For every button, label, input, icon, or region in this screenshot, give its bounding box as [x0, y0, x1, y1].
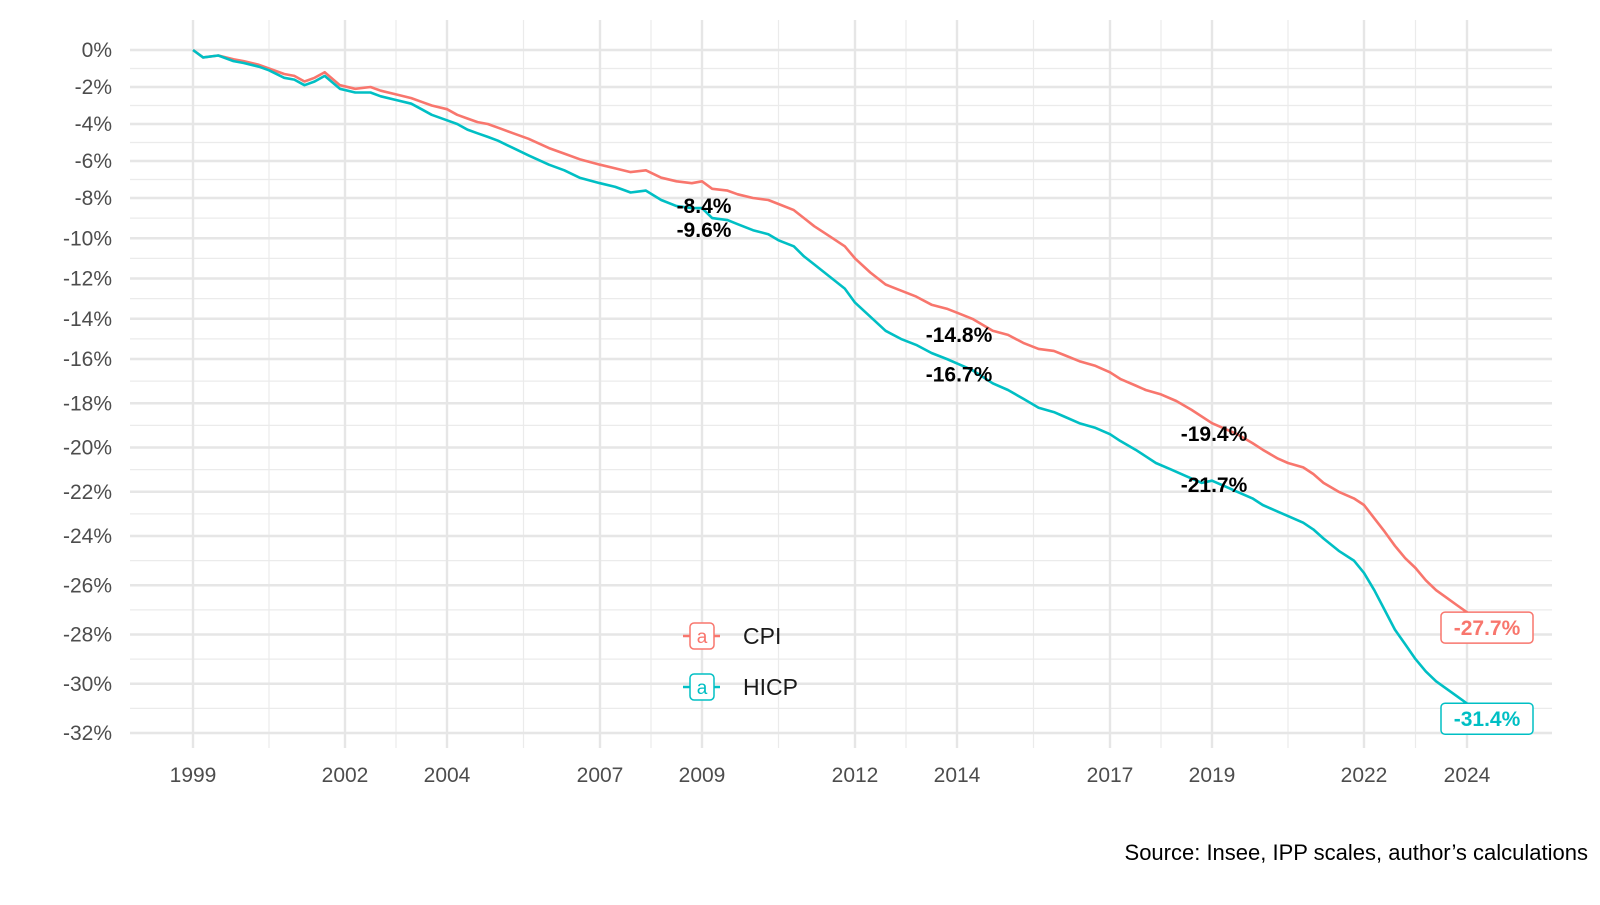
y-tick-label: -32%	[63, 722, 112, 745]
annotation-label: -8.4%	[677, 195, 732, 218]
legend-key-glyph: a	[697, 627, 708, 648]
y-tick-label: -14%	[63, 308, 112, 331]
x-tick-label: 2007	[577, 764, 624, 787]
y-tick-label: -2%	[75, 76, 112, 99]
annotation-label: -21.7%	[1181, 474, 1248, 497]
legend-key-box	[689, 673, 715, 701]
x-axis-ticks: 1999 2002 2004 2007 2009 2012 2014 2017 2019 2022…	[170, 764, 1491, 787]
x-tick-label: 2024	[1444, 764, 1491, 787]
x-tick-label: 2014	[934, 764, 981, 787]
annotation-label: -19.4%	[1181, 423, 1248, 446]
legend: a CPI a HICP	[683, 622, 798, 701]
y-tick-label: -24%	[63, 525, 112, 548]
annotation-label: -16.7%	[926, 363, 993, 386]
x-tick-label: 2019	[1189, 764, 1236, 787]
y-axis-ticks: 0% -2% -4% -6% -8% -10% -12% -14% -16% -18% -20% -2…	[63, 39, 112, 745]
series-lines	[192, 48, 1489, 720]
y-tick-label: 0%	[82, 39, 112, 62]
y-tick-label: -16%	[63, 348, 112, 371]
y-tick-label: -10%	[63, 227, 112, 250]
x-tick-label: 2022	[1341, 764, 1388, 787]
legend-item-cpi: a CPI	[683, 622, 781, 650]
source-caption: Source: Insee, IPP scales, author’s calc…	[1125, 840, 1588, 865]
series-line-hicp	[192, 48, 1489, 720]
y-tick-label: -6%	[75, 150, 112, 173]
end-label-hicp: -31.4%	[1440, 702, 1534, 735]
end-label-text: -27.7%	[1454, 617, 1521, 640]
y-tick-label: -4%	[75, 113, 112, 136]
end-label-box	[1440, 611, 1534, 644]
y-tick-label: -22%	[63, 481, 112, 504]
series-line-cpi	[192, 48, 1489, 629]
end-label-text: -31.4%	[1454, 708, 1521, 731]
y-tick-label: -20%	[63, 437, 112, 460]
y-tick-label: -28%	[63, 624, 112, 647]
legend-key-box	[689, 622, 715, 650]
legend-label: CPI	[743, 623, 781, 649]
legend-key-glyph: a	[697, 678, 708, 699]
y-tick-label: -26%	[63, 574, 112, 597]
y-tick-label: -8%	[75, 187, 112, 210]
y-tick-label: -30%	[63, 673, 112, 696]
x-tick-label: 2012	[832, 764, 879, 787]
end-label-cpi: -27.7%	[1440, 611, 1534, 644]
annotations: -8.4%-9.6% -14.8% -16.7% -19.4% -21.7%	[677, 195, 1248, 497]
x-tick-label: 2002	[322, 764, 369, 787]
y-tick-label: -12%	[63, 268, 112, 291]
x-tick-label: 1999	[170, 764, 217, 787]
grid-lines	[130, 20, 1552, 748]
legend-label: HICP	[743, 674, 798, 700]
end-labels: -27.7% -31.4%	[1440, 611, 1534, 735]
y-tick-label: -18%	[63, 392, 112, 415]
annotation-label: -9.6%	[677, 219, 732, 242]
legend-item-hicp: a HICP	[683, 673, 798, 701]
x-tick-label: 2009	[679, 764, 726, 787]
x-tick-label: 2017	[1087, 764, 1134, 787]
annotation-label: -14.8%	[926, 324, 993, 347]
end-label-box	[1440, 702, 1534, 735]
x-tick-label: 2004	[424, 764, 471, 787]
